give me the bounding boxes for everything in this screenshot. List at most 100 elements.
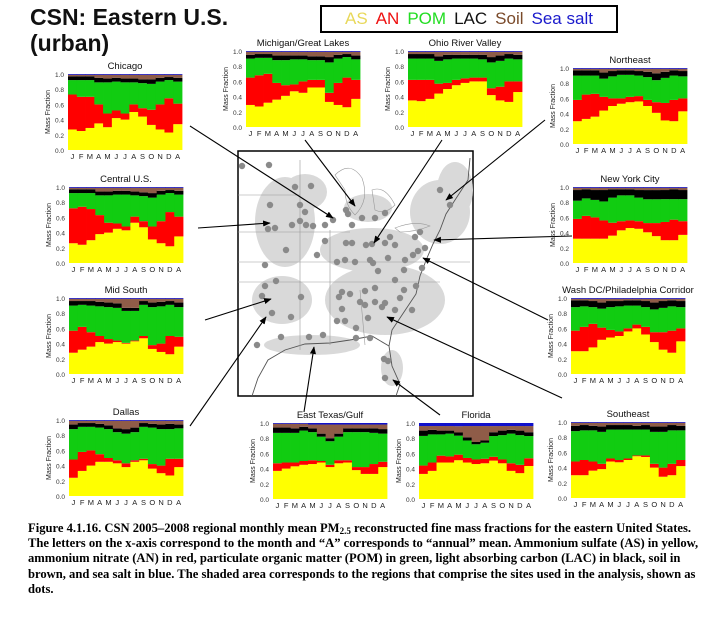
bar-segment-pom xyxy=(147,307,158,346)
x-tick-label: J xyxy=(463,129,467,138)
bar-segment-pom xyxy=(571,431,581,462)
bar-segment-sea-salt xyxy=(515,423,525,427)
bar-segment-pom xyxy=(614,306,625,332)
bar-segment-pom xyxy=(608,197,618,223)
bar-segment-pom xyxy=(669,199,679,220)
bar-segment-sea-salt xyxy=(573,187,583,188)
bar-segment-lac xyxy=(290,428,300,433)
bar-segment-soil xyxy=(676,298,686,302)
x-tick-label: M xyxy=(427,129,433,138)
bar-segment-pom xyxy=(588,430,598,462)
x-tick-label: A xyxy=(601,265,606,274)
x-tick-label: F xyxy=(584,146,589,155)
bar-segment-an xyxy=(139,458,149,461)
bar-segment-lac xyxy=(104,302,114,308)
bar-segment-an xyxy=(597,327,607,340)
bar-segment-soil xyxy=(334,424,344,434)
bar-segment-pom xyxy=(416,58,426,80)
legend-item-lac: LAC xyxy=(454,9,488,28)
bar-segment-sea-salt xyxy=(174,187,184,188)
bar-segment-an xyxy=(299,461,309,465)
bar-segment-sea-salt xyxy=(649,298,660,299)
bar-segment-as xyxy=(95,234,105,263)
bar-segment-pom xyxy=(651,199,662,224)
y-tick-label: 1.0 xyxy=(558,296,567,303)
x-tick-label: A xyxy=(175,152,180,161)
bar-segment-an xyxy=(316,79,326,88)
x-tick-label: O xyxy=(651,500,657,509)
bar-segment-sea-salt xyxy=(103,74,113,75)
bar-segment-pom xyxy=(281,432,291,463)
bar-segment-pom xyxy=(69,305,79,331)
x-tick-label: A xyxy=(436,129,441,138)
boundary-line xyxy=(394,223,431,233)
x-tick-label: M xyxy=(105,376,111,385)
bar-segment-lac xyxy=(649,302,660,310)
bar-segment-an xyxy=(588,323,598,348)
x-tick-label: S xyxy=(141,498,146,507)
bar-segment-sea-salt xyxy=(471,423,481,427)
bar-segment-sea-salt xyxy=(104,187,114,188)
bar-segment-sea-salt xyxy=(616,68,627,69)
bar-segment-sea-salt xyxy=(165,298,175,299)
bar-segment-an xyxy=(254,75,264,107)
bar-segment-pom xyxy=(164,80,174,99)
bar-segment-soil xyxy=(632,422,642,426)
bar-segment-an xyxy=(614,460,625,463)
bar-segment-as xyxy=(174,236,184,263)
bar-segment-sea-salt xyxy=(658,422,668,423)
bar-segment-as xyxy=(77,470,87,496)
x-tick-label: D xyxy=(669,376,675,385)
bar-segment-pom xyxy=(608,76,618,99)
x-tick-label: D xyxy=(167,498,173,507)
bar-segment-pom xyxy=(324,62,335,93)
bar-segment-soil xyxy=(579,298,589,301)
x-tick-label: A xyxy=(131,152,136,161)
bar-segment-pom xyxy=(333,58,343,83)
bar-segment-sea-salt xyxy=(111,74,122,75)
bar-segment-an xyxy=(95,336,105,343)
bar-segment-lac xyxy=(462,437,473,441)
bar-segment-soil xyxy=(451,51,462,55)
bar-segment-sea-salt xyxy=(632,298,642,299)
x-tick-label: O xyxy=(353,501,359,510)
bar-segment-soil xyxy=(155,74,165,78)
bar-segment-as xyxy=(156,473,166,496)
bar-segment-sea-salt xyxy=(588,422,598,423)
bar-segment-an xyxy=(139,221,149,228)
region-arrow xyxy=(445,119,546,201)
bar-segment-lac xyxy=(342,54,352,58)
bar-segment-an xyxy=(515,464,525,474)
bar-segment-sea-salt xyxy=(480,423,490,427)
bar-segment-as xyxy=(451,85,462,127)
bar-segment-sea-salt xyxy=(174,298,184,299)
bar-segment-lac xyxy=(588,301,598,308)
bar-segment-lac xyxy=(95,423,105,428)
bar-segment-pom xyxy=(634,197,644,222)
x-tick-label: J xyxy=(422,501,426,510)
bar-segment-an xyxy=(68,94,78,130)
bar-segment-as xyxy=(573,238,583,263)
boundary-line xyxy=(334,167,366,216)
bar-segment-sea-salt xyxy=(486,51,497,52)
site-dot xyxy=(307,182,315,190)
y-tick-label: 0.2 xyxy=(560,127,569,134)
bar-segment-soil xyxy=(307,51,317,57)
bar-segment-as xyxy=(643,106,653,144)
x-tick-label: J xyxy=(124,265,128,274)
bar-segment-lac xyxy=(112,190,123,195)
bar-segment-lac xyxy=(641,425,651,430)
bar-segment-as xyxy=(651,112,662,144)
bar-segment-pom xyxy=(95,306,105,336)
bar-segment-sea-salt xyxy=(351,51,361,52)
bar-segment-sea-salt xyxy=(460,51,470,52)
bar-segment-sea-salt xyxy=(495,51,505,52)
bar-segment-pom xyxy=(308,432,318,461)
bar-segment-an xyxy=(658,467,668,477)
bar-segment-pom xyxy=(495,60,505,87)
bar-segment-as xyxy=(360,473,370,499)
bar-segment-as xyxy=(581,238,591,263)
bar-segment-soil xyxy=(660,68,670,72)
bar-segment-pom xyxy=(130,195,140,217)
x-tick-label: S xyxy=(491,501,496,510)
